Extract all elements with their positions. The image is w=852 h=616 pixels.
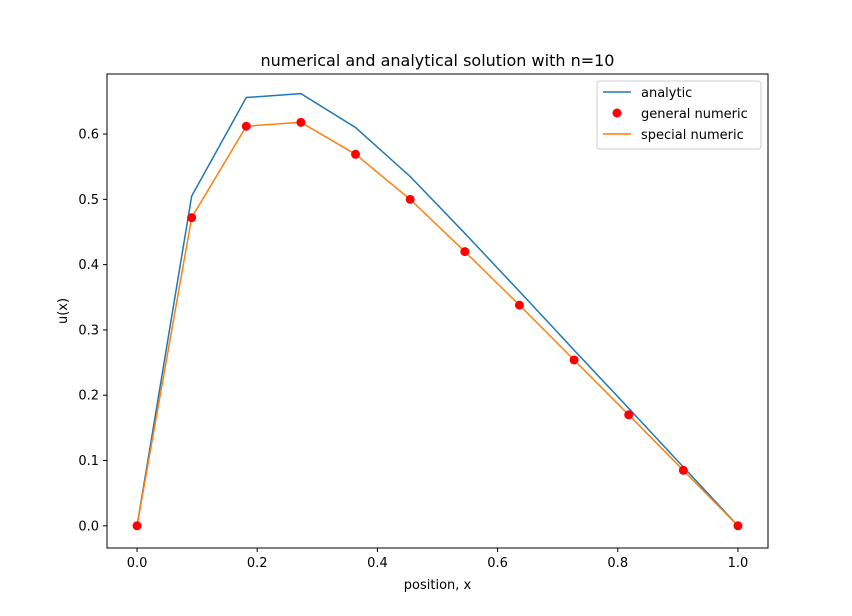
- x-axis-ticks: 0.0 0.2 0.4 0.6 0.8 1.0: [127, 548, 749, 571]
- data-point-general-numeric: [405, 194, 415, 204]
- data-point-general-numeric: [187, 213, 197, 223]
- y-tick-label: 0.2: [78, 389, 99, 404]
- legend-frame: [596, 80, 762, 150]
- x-tick-label: 0.6: [487, 556, 508, 571]
- data-point-general-numeric: [296, 117, 306, 127]
- y-tick-label: 0.5: [78, 193, 99, 208]
- y-axis-ticks: 0.0 0.1 0.2 0.3 0.4 0.5 0.6: [78, 128, 107, 534]
- legend: analytic general numeric special numeric: [596, 80, 762, 150]
- x-tick-label: 0.4: [367, 556, 388, 571]
- y-axis-label: u(x): [56, 298, 71, 324]
- y-tick-label: 0.6: [78, 128, 99, 143]
- legend-label-special-numeric: special numeric: [641, 128, 744, 143]
- data-point-general-numeric: [460, 247, 470, 257]
- x-tick-label: 1.0: [728, 556, 749, 571]
- legend-label-general-numeric: general numeric: [641, 107, 748, 122]
- chart-title: numerical and analytical solution with n…: [261, 51, 615, 70]
- y-tick-label: 0.1: [78, 454, 99, 469]
- data-point-general-numeric: [351, 149, 361, 159]
- legend-swatch-general-numeric: [612, 108, 622, 118]
- data-point-general-numeric: [733, 521, 743, 531]
- y-tick-label: 0.3: [78, 323, 99, 338]
- plot-frame: [106, 73, 769, 549]
- legend-label-analytic: analytic: [641, 86, 692, 101]
- series-line-analytic: [136, 92, 739, 527]
- data-point-general-numeric: [514, 300, 524, 310]
- y-tick-label: 0.4: [78, 258, 99, 273]
- axes-layer: [106, 73, 769, 549]
- x-axis-label: position, x: [404, 578, 472, 593]
- x-tick-label: 0.8: [607, 556, 628, 571]
- data-point-general-numeric: [624, 410, 634, 420]
- data-point-general-numeric: [678, 465, 688, 475]
- data-point-general-numeric: [569, 355, 579, 365]
- y-tick-label: 0.0: [78, 519, 99, 534]
- x-tick-label: 0.2: [247, 556, 268, 571]
- series-layer: [132, 92, 743, 531]
- data-point-general-numeric: [241, 121, 251, 131]
- data-point-general-numeric: [132, 521, 142, 531]
- x-tick-label: 0.0: [127, 556, 148, 571]
- series-line-special-numeric: [136, 121, 739, 527]
